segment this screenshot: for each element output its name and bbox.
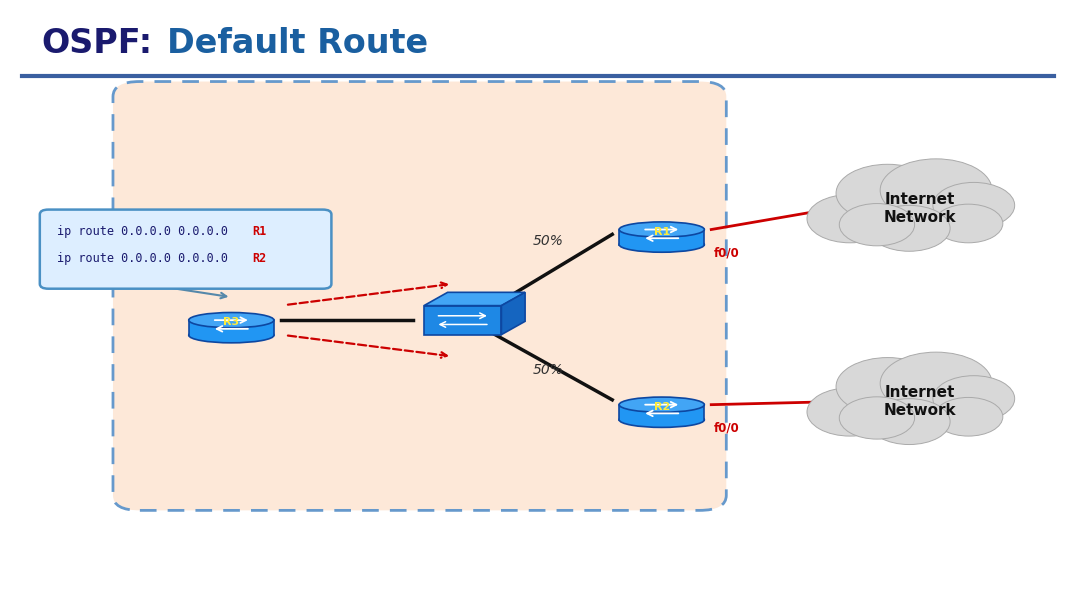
Text: 50%: 50% [533,234,564,248]
Circle shape [934,397,1003,436]
Text: Internet
Network: Internet Network [883,192,957,225]
Text: OSPF:: OSPF: [41,27,152,60]
Text: R1: R1 [252,225,266,239]
Ellipse shape [188,312,274,328]
Text: R2: R2 [653,402,670,412]
Text: f0/0: f0/0 [713,422,739,435]
Text: R2: R2 [252,252,266,265]
Circle shape [836,164,939,222]
Text: Default Route: Default Route [167,27,428,60]
Text: Internet
Network: Internet Network [883,385,957,418]
FancyBboxPatch shape [619,405,705,420]
FancyBboxPatch shape [113,82,726,510]
Circle shape [807,388,893,436]
Ellipse shape [188,327,274,343]
Polygon shape [501,292,525,335]
Circle shape [880,352,992,415]
FancyBboxPatch shape [619,230,705,245]
Ellipse shape [619,222,705,237]
Circle shape [807,194,893,243]
Circle shape [868,205,950,251]
Text: f0/0: f0/0 [713,246,739,260]
Text: ip route 0.0.0.0 0.0.0.0: ip route 0.0.0.0 0.0.0.0 [57,252,236,265]
Circle shape [836,358,939,416]
Circle shape [880,159,992,222]
Text: R1: R1 [653,226,670,237]
Text: R3: R3 [224,317,239,327]
Circle shape [839,397,915,439]
Circle shape [934,204,1003,243]
Text: ip route 0.0.0.0 0.0.0.0: ip route 0.0.0.0 0.0.0.0 [57,225,236,239]
FancyBboxPatch shape [40,210,331,289]
Circle shape [868,399,950,445]
Polygon shape [424,306,501,335]
Circle shape [933,182,1015,228]
Circle shape [933,376,1015,422]
FancyBboxPatch shape [188,320,274,335]
Ellipse shape [619,412,705,428]
Circle shape [839,204,915,246]
Polygon shape [424,292,525,306]
Text: 50%: 50% [533,364,564,378]
Ellipse shape [619,397,705,413]
Ellipse shape [619,237,705,252]
